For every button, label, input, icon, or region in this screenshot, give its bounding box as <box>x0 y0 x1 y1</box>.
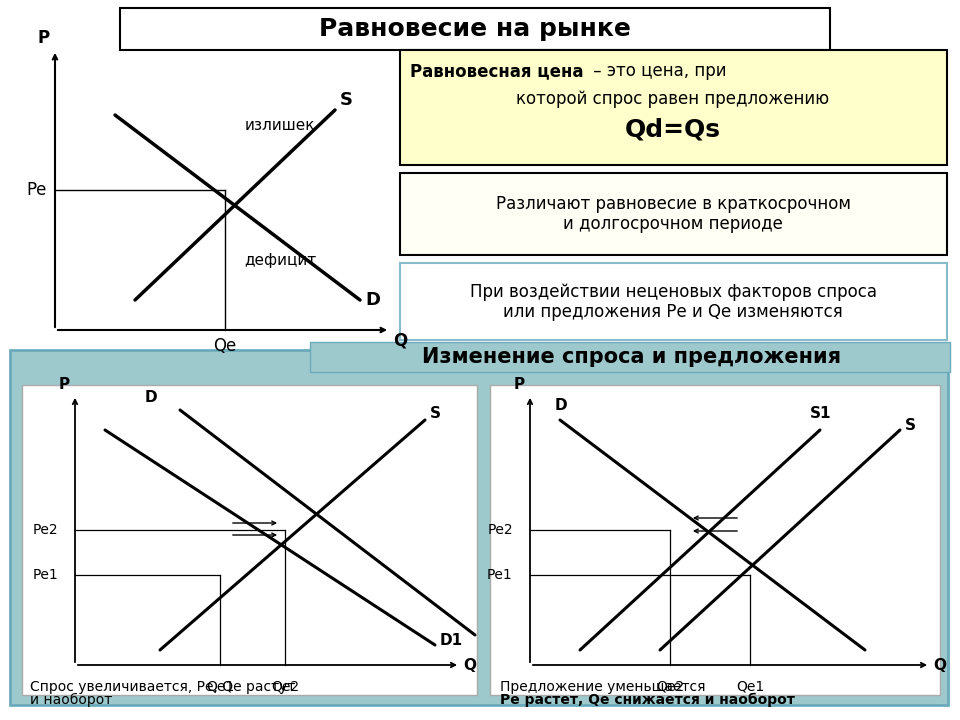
Text: S: S <box>905 418 916 433</box>
Text: D: D <box>555 398 567 413</box>
Text: которой спрос равен предложению: которой спрос равен предложению <box>516 90 829 108</box>
Text: P: P <box>59 377 70 392</box>
Text: D1: D1 <box>440 633 463 648</box>
FancyBboxPatch shape <box>10 350 948 705</box>
Text: и наоборот: и наоборот <box>30 693 112 707</box>
Text: P: P <box>514 377 525 392</box>
Text: D: D <box>145 390 157 405</box>
Text: излишек: излишек <box>245 117 315 132</box>
FancyBboxPatch shape <box>310 342 950 372</box>
Text: Ре: Ре <box>27 181 47 199</box>
Text: Ре растет, Qe снижается и наоборот: Ре растет, Qe снижается и наоборот <box>500 693 795 707</box>
Text: S: S <box>340 91 353 109</box>
FancyBboxPatch shape <box>400 173 947 255</box>
FancyBboxPatch shape <box>400 263 947 340</box>
FancyBboxPatch shape <box>400 50 947 165</box>
Text: Равновесие на рынке: Равновесие на рынке <box>319 17 631 41</box>
Text: Различают равновесие в краткосрочном
и долгосрочном периоде: Различают равновесие в краткосрочном и д… <box>495 194 851 233</box>
Text: При воздействии неценовых факторов спроса
или предложения Ре и Qe изменяются: При воздействии неценовых факторов спрос… <box>469 282 876 321</box>
Text: Q: Q <box>393 332 407 350</box>
Text: P: P <box>37 29 50 47</box>
Text: – это цена, при: – это цена, при <box>588 62 727 80</box>
FancyBboxPatch shape <box>490 385 940 695</box>
Text: Ре2: Ре2 <box>487 523 513 537</box>
Text: Предложение уменьшается: Предложение уменьшается <box>500 680 706 694</box>
Text: Qe2: Qe2 <box>271 679 300 693</box>
Text: Qd=Qs: Qd=Qs <box>625 118 721 142</box>
Text: Изменение спроса и предложения: Изменение спроса и предложения <box>422 347 842 367</box>
Text: Q: Q <box>933 657 946 672</box>
Text: Равновесная цена: Равновесная цена <box>410 62 584 80</box>
Text: дефицит: дефицит <box>244 253 316 268</box>
Text: Ре1: Ре1 <box>487 568 513 582</box>
Text: S: S <box>430 406 441 421</box>
Text: Ре1: Ре1 <box>32 568 58 582</box>
Text: Qe1: Qe1 <box>205 679 234 693</box>
Text: Ре2: Ре2 <box>33 523 58 537</box>
Text: Спрос увеличивается, Ре, Qe растут: Спрос увеличивается, Ре, Qe растут <box>30 680 296 694</box>
Text: Qe1: Qe1 <box>736 679 764 693</box>
FancyBboxPatch shape <box>120 8 830 50</box>
Text: D: D <box>365 291 380 309</box>
Text: Qe: Qe <box>213 337 236 355</box>
FancyBboxPatch shape <box>22 385 477 695</box>
Text: Qe2: Qe2 <box>656 679 684 693</box>
Text: Q: Q <box>463 657 476 672</box>
Text: S1: S1 <box>810 406 831 421</box>
